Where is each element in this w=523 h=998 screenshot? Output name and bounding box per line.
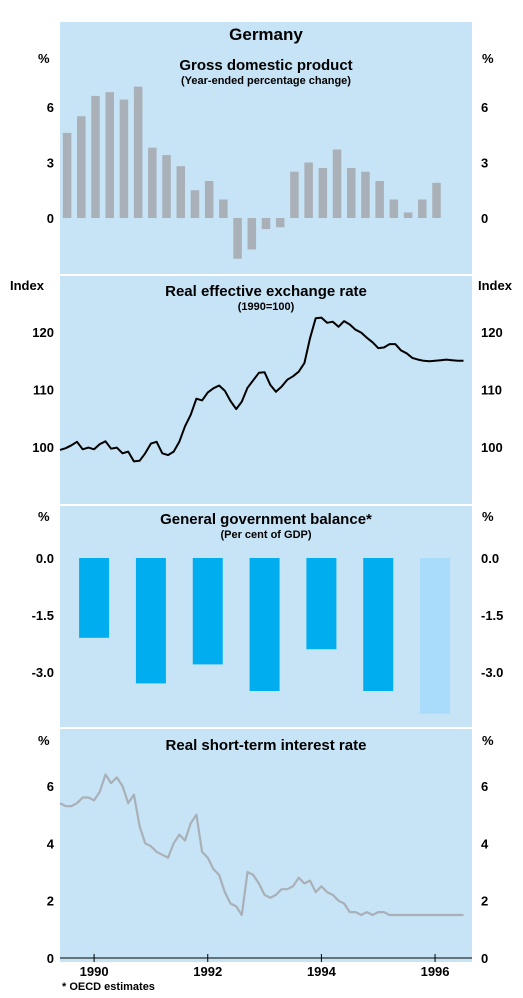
y-tick-label-right: 6 (481, 779, 488, 794)
x-tick-label: 1990 (80, 964, 109, 979)
panel-title: Real short-term interest rate (166, 737, 367, 754)
y-tick-label-right: 110 (481, 383, 502, 398)
y-tick-label-left: 2 (47, 894, 54, 909)
panel-title: Gross domestic product (179, 57, 352, 74)
panel-title: General government balance* (160, 511, 372, 528)
gdp-bar (204, 181, 214, 218)
y-tick-label-left: 4 (47, 836, 55, 851)
y-tick-label-right: 6 (481, 100, 488, 115)
y-tick-label-right: 0 (481, 951, 488, 966)
gdp-bar (403, 212, 413, 218)
gdp-bar (105, 92, 114, 218)
panel-subtitle: (1990=100) (238, 301, 295, 313)
y-tick-label-left: 110 (33, 383, 54, 398)
y-tick-label-left: 100 (32, 440, 54, 455)
gdp-bar (148, 147, 157, 218)
y-tick-label-right: 0.0 (481, 551, 499, 566)
gdp-bar (290, 171, 299, 218)
y-tick-label-left: 0 (47, 211, 54, 226)
gdp-bar (119, 99, 129, 218)
y-tick-label-right: 100 (481, 440, 503, 455)
x-axis: 1990 1992 1994 1996 (60, 954, 472, 979)
panel-2: Real effective exchange rate(1990=100) In… (10, 274, 513, 463)
gdp-bar (375, 181, 384, 218)
y-tick-label-right: -1.5 (481, 608, 503, 623)
y-tick-label-left: -1.5 (32, 608, 54, 623)
gdp-bar (346, 168, 356, 218)
gdp-bar (389, 199, 399, 218)
panel-4: Real short-term interest rate% % 0 0 2 2 4 4 6 6 (38, 727, 494, 966)
panel-1: Gross domestic product(Year-ended percen… (38, 51, 494, 259)
y-tick-label-left: 0.0 (36, 551, 54, 566)
y-tick-label-left: -3.0 (32, 665, 54, 680)
government-balance-bar (135, 558, 166, 684)
gdp-bar (318, 168, 328, 218)
government-balance-bar (363, 558, 394, 691)
gdp-bar (176, 166, 186, 218)
x-tick-label: 1992 (193, 964, 222, 979)
gdp-bar (190, 190, 200, 218)
panel-title: Real effective exchange rate (165, 283, 367, 300)
y-tick-label-left: 6 (47, 100, 54, 115)
gdp-bar (361, 171, 370, 218)
unit-label-left: % (38, 51, 50, 66)
gdp-bar (77, 116, 86, 218)
gdp-bar (418, 199, 427, 218)
x-tick-label: 1996 (421, 964, 450, 979)
y-tick-label-right: 2 (481, 894, 488, 909)
government-balance-bar (79, 558, 110, 638)
unit-label-left: Index (10, 278, 45, 293)
panel-3: General government balance*(Per cent of … (32, 504, 503, 714)
gdp-bar (91, 95, 100, 218)
unit-label-left: % (38, 733, 50, 748)
y-tick-label-right: 4 (481, 836, 489, 851)
gdp-bar (332, 149, 342, 218)
panel-background (60, 22, 472, 962)
government-balance-bar (192, 558, 223, 665)
y-tick-label-left: 120 (32, 325, 54, 340)
panel-subtitle: (Per cent of GDP) (220, 529, 311, 541)
unit-label-right: % (482, 733, 494, 748)
gdp-bar (62, 132, 72, 218)
interest-rate-line (59, 773, 464, 917)
y-tick-label-right: 120 (481, 325, 503, 340)
gdp-bar (219, 199, 228, 218)
gdp-bar (304, 162, 313, 218)
y-tick-label-left: 0 (47, 951, 54, 966)
unit-label-right: % (482, 51, 494, 66)
gdp-bar (247, 218, 257, 250)
government-balance-bar (420, 558, 451, 714)
x-tick-label: 1994 (307, 964, 337, 979)
government-balance-bar (306, 558, 337, 650)
y-tick-label-right: 0 (481, 211, 488, 226)
gdp-bar (133, 86, 143, 219)
footnote: * OECD estimates (62, 981, 155, 993)
gdp-bar (432, 182, 441, 218)
gdp-bar (275, 218, 285, 228)
panel-subtitle: (Year-ended percentage change) (181, 75, 351, 87)
unit-label-left: % (38, 509, 50, 524)
y-tick-label-right: 3 (481, 156, 488, 171)
government-balance-bar (249, 558, 280, 691)
y-tick-label-right: -3.0 (481, 665, 503, 680)
y-tick-label-left: 3 (47, 156, 54, 171)
unit-label-right: % (482, 509, 494, 524)
gdp-bar (233, 218, 242, 259)
main-title: Germany (229, 25, 303, 44)
unit-label-right: Index (478, 278, 513, 293)
gdp-bar (162, 155, 171, 218)
gdp-bar (261, 218, 271, 230)
exchange-rate-line (59, 316, 464, 463)
y-tick-label-left: 6 (47, 779, 54, 794)
